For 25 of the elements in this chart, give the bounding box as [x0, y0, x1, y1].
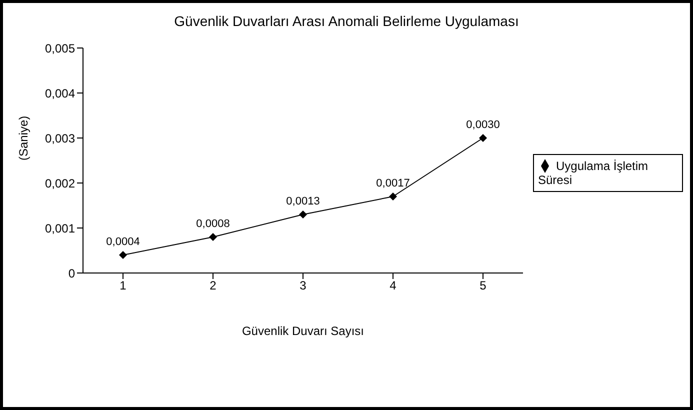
data-label: 0,0017	[376, 178, 410, 190]
x-axis-title: Güvenlik Duvarı Sayısı	[242, 324, 364, 338]
y-axis-title: (Saniye)	[16, 116, 30, 160]
point	[389, 192, 397, 200]
x-tick-label: 4	[390, 278, 397, 293]
point	[209, 233, 217, 241]
y-tick-label: 0,003	[44, 131, 76, 146]
data-label: 0,0004	[106, 236, 140, 248]
y-tick-label: 0,005	[44, 41, 76, 56]
data-label: 0,0030	[466, 119, 500, 131]
point	[299, 210, 307, 218]
chart-title: Güvenlik Duvarları Arası Anomali Belirleme Uygulaması	[173, 13, 520, 29]
x-tick-label: 5	[480, 278, 487, 293]
data-label: 0,0013	[286, 196, 320, 208]
y-tick-label: 0,002	[44, 176, 76, 190]
data-label: 0,0008	[196, 218, 230, 230]
x-tick-label: 1	[120, 278, 127, 293]
x-tick-label: 2	[210, 278, 217, 293]
point	[119, 251, 127, 259]
y-tick-label: 0,001	[44, 221, 76, 236]
legend-label: Uygulama İşletim Süresi	[538, 158, 648, 188]
point	[479, 134, 487, 142]
y-tick-label: 0,004	[44, 86, 76, 100]
x-tick-label: 3	[300, 278, 307, 293]
y-tick-label: 0	[68, 266, 76, 280]
